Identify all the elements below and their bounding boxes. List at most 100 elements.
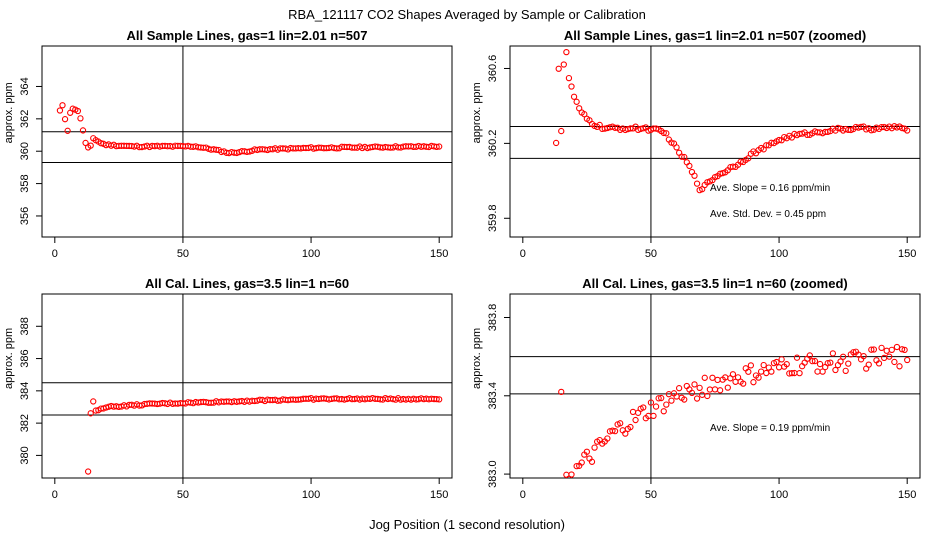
x-tick-label: 0 xyxy=(520,248,526,260)
data-point xyxy=(793,354,801,361)
data-point xyxy=(763,142,770,149)
data-point xyxy=(64,127,71,134)
data-point xyxy=(436,396,443,403)
data-point xyxy=(845,360,852,367)
data-point xyxy=(561,481,566,486)
y-tick-label: 364 xyxy=(19,77,31,95)
data-point xyxy=(740,380,747,387)
y-tick-label: 360 xyxy=(19,142,31,160)
x-tick-label: 100 xyxy=(770,248,788,260)
panel-title: All Sample Lines, gas=1 lin=2.01 n=507 (… xyxy=(564,28,866,43)
data-point xyxy=(688,168,696,176)
data-point xyxy=(686,162,693,170)
data-point xyxy=(79,127,87,134)
x-tick-label: 150 xyxy=(898,489,916,501)
data-point xyxy=(565,74,573,82)
data-point xyxy=(560,61,567,68)
data-point xyxy=(609,427,616,434)
data-point xyxy=(663,401,670,408)
data-point xyxy=(868,346,875,353)
figure-title: RBA_121117 CO2 Shapes Averaged by Sample… xyxy=(288,7,646,22)
y-axis-label: approx. ppm xyxy=(471,328,483,389)
chart-panel-2: All Sample Lines, gas=1 lin=2.01 n=507 (… xyxy=(471,28,921,260)
data-point xyxy=(693,180,701,187)
data-point xyxy=(773,358,780,366)
data-point xyxy=(591,444,598,451)
chart-panel-1: All Sample Lines, gas=1 lin=2.01 n=507 0 5… xyxy=(3,28,453,260)
data-point xyxy=(678,153,685,160)
x-tick-label: 150 xyxy=(430,248,448,260)
data-point xyxy=(90,398,97,405)
data-point xyxy=(568,83,575,90)
data-point xyxy=(696,384,703,392)
x-tick-label: 50 xyxy=(645,489,657,501)
y-axis-label: approx. ppm xyxy=(3,82,15,143)
data-point xyxy=(796,370,803,377)
x-tick-label: 50 xyxy=(645,248,657,260)
data-point xyxy=(883,347,890,354)
data-point xyxy=(97,140,105,147)
data-point xyxy=(604,435,611,442)
y-tick-label: 360.6 xyxy=(487,55,499,83)
data-point xyxy=(745,155,752,162)
plot-frame xyxy=(41,293,453,479)
data-point xyxy=(433,395,440,403)
data-point xyxy=(750,379,757,386)
data-point xyxy=(647,399,655,406)
data-point xyxy=(775,364,783,371)
data-point xyxy=(763,369,770,377)
data-point xyxy=(673,144,680,151)
data-point xyxy=(837,358,844,365)
data-point xyxy=(573,98,580,105)
data-point xyxy=(860,352,867,360)
y-tick-label: 382 xyxy=(19,414,31,432)
data-point xyxy=(622,430,629,437)
data-point xyxy=(711,386,719,393)
x-tick-label: 100 xyxy=(770,489,788,501)
data-point xyxy=(555,65,562,72)
data-point xyxy=(61,116,69,123)
data-point xyxy=(568,471,575,478)
data-point xyxy=(901,346,908,354)
data-point xyxy=(806,352,813,359)
data-point xyxy=(611,124,619,131)
data-point xyxy=(775,136,783,144)
data-point xyxy=(824,360,831,367)
x-tick-label: 0 xyxy=(520,489,526,501)
y-tick-label: 383.0 xyxy=(487,460,499,488)
data-point xyxy=(757,368,765,375)
chart-panels: All Sample Lines, gas=1 lin=2.01 n=507 0 5… xyxy=(3,28,921,501)
data-point xyxy=(433,143,440,151)
data-point xyxy=(617,420,624,427)
x-tick-label: 100 xyxy=(302,248,320,260)
slope-annotation: Ave. Std. Dev. = 0.45 ppm xyxy=(710,209,826,220)
data-point xyxy=(824,128,831,135)
data-point xyxy=(681,396,688,403)
data-point xyxy=(768,368,775,375)
data-points xyxy=(84,394,443,475)
data-point xyxy=(691,381,698,388)
data-point xyxy=(747,362,755,369)
data-point xyxy=(583,448,591,455)
data-point xyxy=(693,395,701,402)
data-point xyxy=(898,124,906,132)
y-axis-label: approx. ppm xyxy=(471,82,483,143)
y-tick-label: 362 xyxy=(19,110,31,128)
data-point xyxy=(558,388,565,396)
data-point xyxy=(56,107,64,114)
data-point xyxy=(714,376,721,384)
data-point xyxy=(701,374,708,381)
data-point xyxy=(658,394,665,402)
x-tick-label: 50 xyxy=(177,489,189,501)
data-point xyxy=(878,344,885,351)
data-point xyxy=(246,148,253,155)
x-tick-label: 150 xyxy=(430,489,448,501)
data-point xyxy=(563,48,570,56)
data-point xyxy=(213,146,220,153)
data-point xyxy=(82,139,89,147)
x-tick-label: 100 xyxy=(302,489,320,501)
y-axis-label: approx. ppm xyxy=(3,328,15,389)
data-point xyxy=(632,416,639,424)
data-point xyxy=(688,389,696,397)
data-point xyxy=(729,163,737,170)
